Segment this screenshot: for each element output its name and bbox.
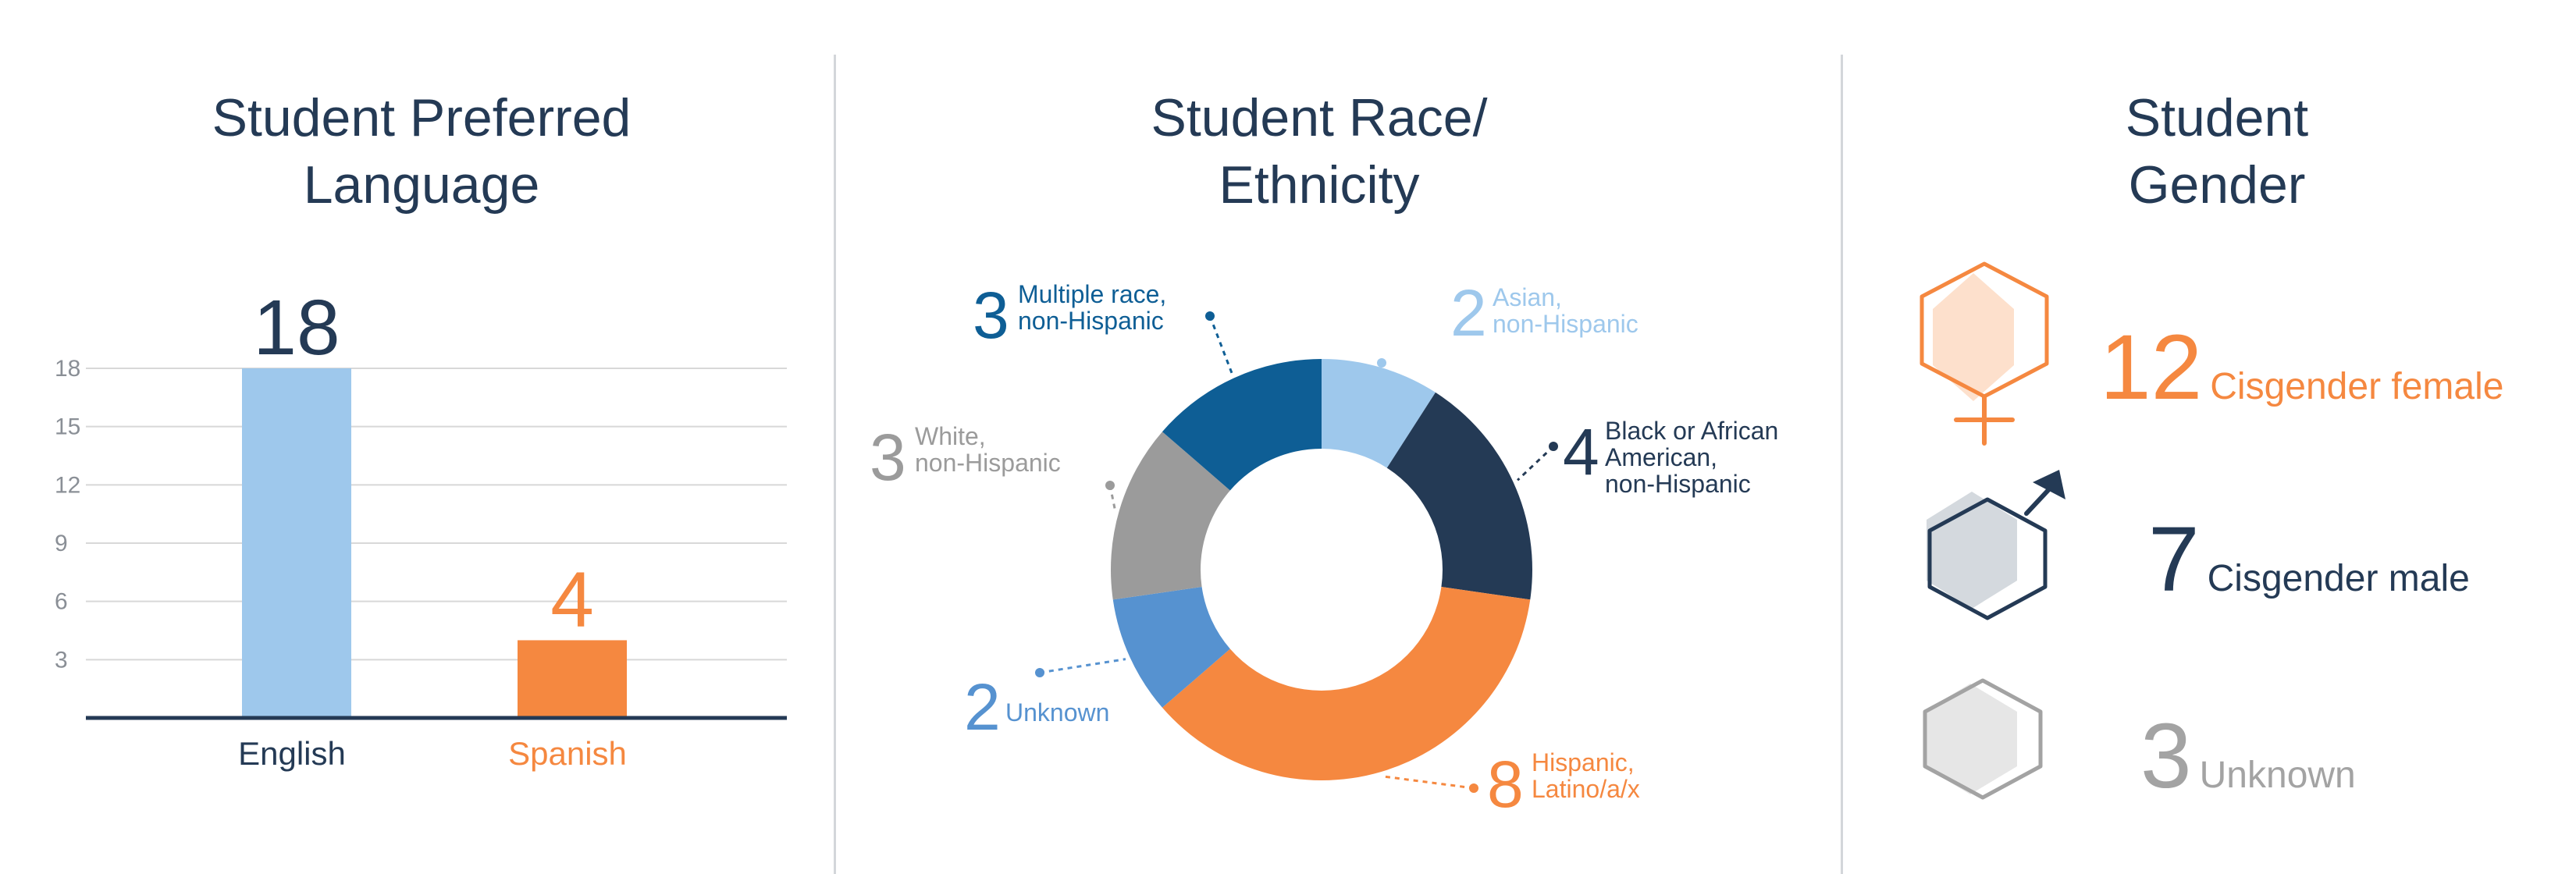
y-tick-label: 6 (55, 589, 68, 615)
language-bar-chart: 3 6 9 12 15 18 18 English 4 Spanish (55, 284, 787, 772)
unknown-gender-icon (1923, 678, 2043, 800)
divider-right (1841, 55, 1843, 874)
y-tick-label: 12 (55, 472, 80, 498)
bar-spanish (518, 640, 627, 718)
gender-row-unknown: 3 Unknown (2140, 710, 2356, 802)
leader-line (1382, 775, 1475, 790)
leader-dot (1377, 358, 1386, 368)
slice-text-label: non-Hispanic (915, 449, 1061, 477)
female-count: 12 (2100, 316, 2203, 419)
slice-count-label: 4 (1563, 415, 1599, 489)
y-tick-label: 9 (55, 531, 68, 556)
slice-text-label: non-Hispanic (1493, 310, 1638, 338)
gender-row-female: 12 Cisgender female (2100, 322, 2503, 414)
leader-line (1039, 658, 1126, 674)
donut-slice-1 (1386, 392, 1533, 600)
donut-slice-2 (1162, 587, 1531, 780)
male-label: Cisgender male (2207, 558, 2470, 599)
leader-dot (1205, 311, 1215, 321)
language-panel-title: Student Preferred Language (94, 84, 749, 218)
x-category-label: Spanish (508, 735, 627, 772)
donut-slice-5 (1162, 359, 1322, 491)
male-count: 7 (2148, 508, 2200, 611)
gender-title-line1: Student (2125, 88, 2309, 147)
slice-count-label: 3 (870, 421, 906, 494)
slice-text-label: Latino/a/x (1532, 775, 1640, 803)
slice-text-label: Hispanic, (1532, 748, 1635, 776)
leader-dot (1549, 442, 1558, 451)
y-tick-label: 18 (55, 356, 80, 382)
race-title-line2: Ethnicity (1219, 155, 1420, 215)
race-title-line1: Student Race/ (1151, 88, 1488, 147)
female-label: Cisgender female (2210, 366, 2504, 407)
slice-count-label: 3 (973, 279, 1009, 352)
donut-slice-4 (1111, 432, 1230, 600)
slice-text-label: Black or African (1605, 417, 1778, 445)
slice-count-label: 8 (1487, 748, 1524, 821)
slice-text-label: non-Hispanic (1018, 307, 1164, 335)
slice-count-label: 2 (1450, 276, 1487, 350)
donut-slice-0 (1322, 359, 1436, 468)
gender-row-male: 7 Cisgender male (2148, 513, 2470, 606)
race-panel-title: Student Race/ Ethnicity (991, 84, 1647, 218)
leader-dot (1105, 481, 1115, 490)
gender-panel-title: Student Gender (1889, 84, 2545, 218)
y-tick-label: 15 (55, 414, 80, 440)
unknown-count: 3 (2140, 705, 2192, 808)
slice-text-label: American, (1605, 443, 1717, 471)
leader-line (1208, 315, 1233, 375)
bar-english (242, 368, 351, 718)
leader-line (1517, 445, 1555, 481)
divider-left (834, 55, 836, 874)
slice-text-label: Unknown (1005, 698, 1109, 727)
slice-count-label: 2 (964, 670, 1001, 744)
donut-slice-3 (1112, 587, 1230, 708)
bar-value-label: 4 (550, 556, 594, 643)
slice-text-label: White, (915, 422, 986, 450)
gender-icons (1920, 261, 2065, 800)
female-symbol-icon (1920, 261, 2049, 446)
language-title-line1: Student Preferred (212, 88, 632, 147)
slice-text-label: Asian, (1493, 283, 1562, 311)
male-symbol-icon (1927, 470, 2065, 620)
slice-text-label: non-Hispanic (1605, 470, 1751, 498)
slice-text-label: Multiple race, (1018, 280, 1166, 308)
language-title-line2: Language (303, 155, 540, 215)
y-tick-label: 3 (55, 647, 68, 673)
unknown-label: Unknown (2199, 755, 2356, 796)
x-category-label: English (238, 735, 346, 772)
gender-title-line2: Gender (2128, 155, 2306, 215)
leader-dot (1469, 783, 1478, 793)
leader-dot (1035, 668, 1044, 677)
bar-value-label: 18 (253, 284, 340, 371)
